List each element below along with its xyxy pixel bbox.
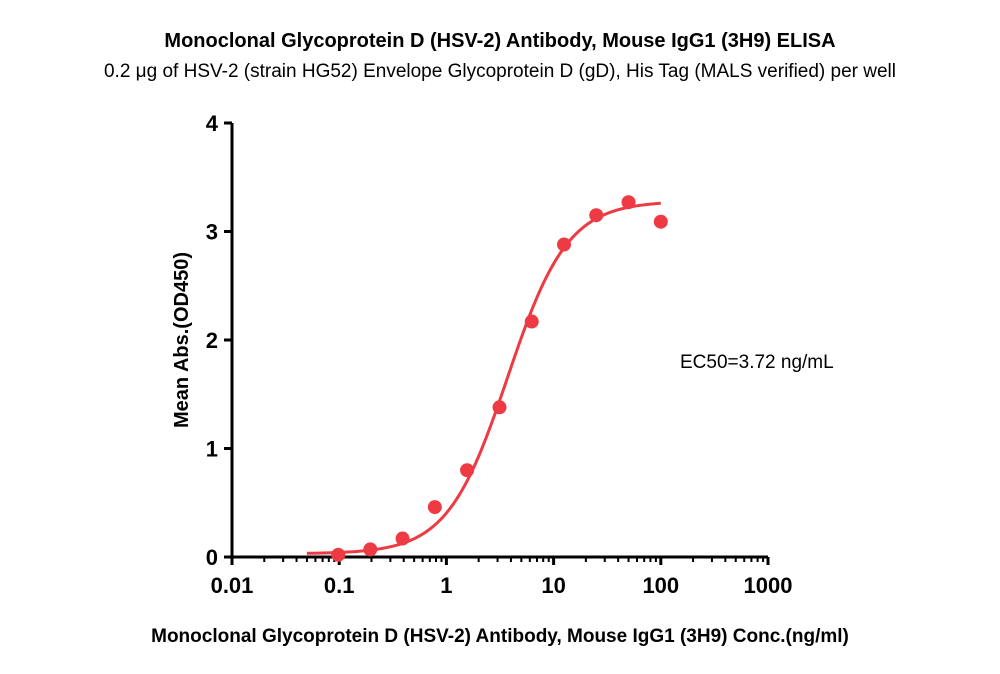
chart-subtitle: 0.2 μg of HSV-2 (strain HG52) Envelope G… bbox=[103, 61, 897, 82]
chart-title: Monoclonal Glycoprotein D (HSV-2) Antibo… bbox=[164, 30, 836, 52]
data-point bbox=[589, 208, 604, 223]
y-tick-label: 4 bbox=[206, 111, 219, 136]
x-axis-label: Monoclonal Glycoprotein D (HSV-2) Antibo… bbox=[151, 626, 849, 647]
data-point bbox=[492, 400, 507, 415]
data-point bbox=[653, 214, 668, 229]
x-tick-label: 0.1 bbox=[324, 573, 355, 598]
ec50-annotation: EC50=3.72 ng/mL bbox=[680, 352, 834, 373]
data-point bbox=[363, 542, 378, 557]
data-point bbox=[524, 314, 539, 329]
y-tick-label: 2 bbox=[206, 328, 218, 353]
data-point bbox=[621, 195, 636, 210]
y-axis-ticks: 0 1 2 3 4 bbox=[206, 111, 232, 570]
x-tick-label: 0.01 bbox=[211, 573, 254, 598]
x-tick-label: 1000 bbox=[744, 573, 793, 598]
x-tick-label: 100 bbox=[642, 573, 679, 598]
data-point bbox=[556, 237, 571, 252]
y-tick-label: 0 bbox=[206, 545, 218, 570]
y-tick-label: 1 bbox=[206, 437, 218, 462]
fit-curve bbox=[306, 201, 661, 555]
data-point bbox=[427, 500, 442, 515]
data-point bbox=[395, 531, 410, 546]
x-tick-label: 10 bbox=[541, 573, 565, 598]
data-points bbox=[331, 195, 668, 562]
y-axis-label: Mean Abs.(OD450) bbox=[171, 252, 193, 428]
data-point bbox=[460, 463, 475, 478]
x-axis-ticks: 0.01 0.1 1 10 100 1000 bbox=[211, 557, 793, 598]
x-tick-label: 1 bbox=[440, 573, 452, 598]
y-tick-label: 3 bbox=[206, 220, 218, 245]
data-point bbox=[331, 547, 346, 562]
